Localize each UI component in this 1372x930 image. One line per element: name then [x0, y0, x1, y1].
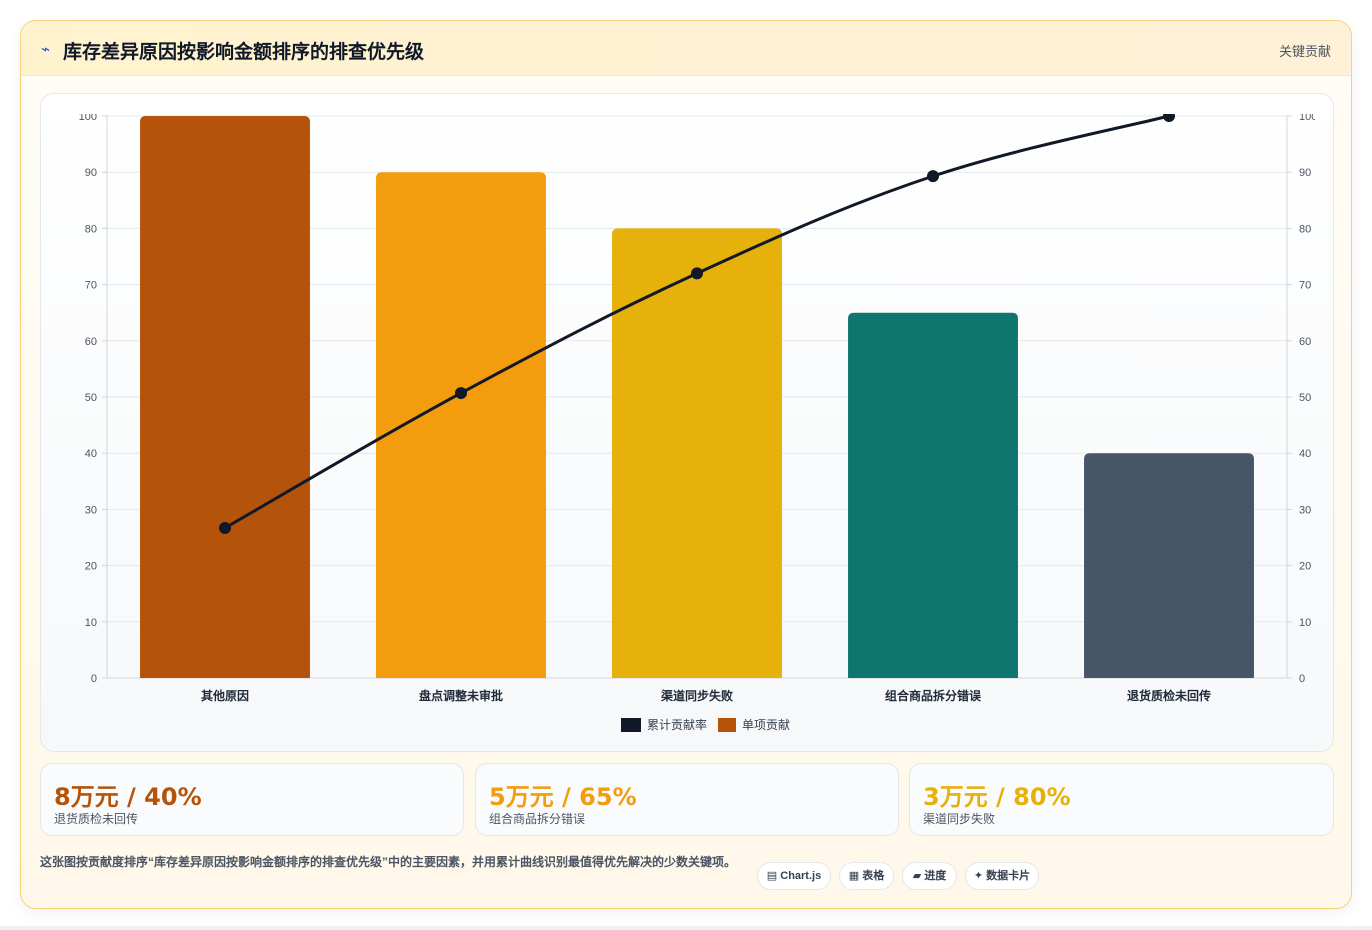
legend-swatch-bar — [718, 718, 736, 732]
y2-tick-label: 10 — [1299, 617, 1311, 629]
bar — [140, 116, 310, 678]
pill-data-cards[interactable]: ✦ 数据卡片 — [965, 862, 1039, 890]
stat-label: 组合商品拆分错误 — [489, 812, 586, 826]
y2-tick-label: 20 — [1299, 561, 1311, 573]
stat-value: 8万元 / 40% — [54, 783, 202, 811]
pill-chartjs[interactable]: ▤ Chart.js — [757, 862, 831, 890]
y2-tick-label: 100 — [1299, 114, 1315, 123]
y2-tick-label: 30 — [1299, 504, 1311, 516]
cumulative-point — [219, 521, 231, 534]
page-title: 库存差异原因按影响金额排序的排查优先级 — [63, 42, 425, 63]
stat-card-1: 8万元 / 40% 退货质检未回传 — [40, 763, 464, 836]
y-tick-label: 50 — [85, 392, 97, 404]
legend-label-bar: 单项贡献 — [742, 717, 790, 732]
stat-card-2: 5万元 / 65% 组合商品拆分错误 — [475, 763, 899, 836]
legend-swatch-cumulative — [621, 718, 641, 732]
x-tick-label: 盘点调整未审批 — [419, 688, 503, 703]
y2-tick-label: 50 — [1299, 392, 1311, 404]
pill-table[interactable]: ▦ 表格 — [839, 862, 894, 890]
y2-tick-label: 70 — [1299, 280, 1311, 292]
stat-value: 5万元 / 65% — [489, 783, 637, 811]
y2-tick-label: 40 — [1299, 448, 1311, 460]
card-header: ⌁ 库存差异原因按影响金额排序的排查优先级 关键贡献 — [21, 21, 1351, 76]
chart-icon: ⌁ — [41, 41, 51, 58]
bar — [848, 312, 1018, 678]
y-tick-label: 20 — [85, 561, 97, 573]
y2-tick-label: 90 — [1299, 167, 1311, 179]
y-tick-label: 70 — [85, 280, 97, 292]
y-tick-label: 10 — [85, 617, 97, 629]
cumulative-point — [691, 267, 703, 280]
stat-label: 退货质检未回传 — [54, 812, 139, 826]
cumulative-point — [927, 170, 939, 183]
y2-tick-label: 0 — [1299, 673, 1305, 685]
y-tick-label: 30 — [85, 504, 97, 516]
bar — [612, 228, 782, 678]
cumulative-point — [455, 387, 467, 400]
bar — [376, 172, 546, 678]
stat-value: 3万元 / 80% — [923, 783, 1071, 811]
y-tick-label: 60 — [85, 336, 97, 348]
y2-tick-label: 60 — [1299, 336, 1311, 348]
stat-card-3: 3万元 / 80% 渠道同步失败 — [909, 763, 1334, 836]
y-tick-label: 80 — [85, 223, 97, 235]
y-tick-label: 0 — [91, 673, 97, 685]
y-tick-label: 100 — [79, 114, 97, 123]
x-tick-label: 组合商品拆分错误 — [885, 688, 982, 703]
legend-label-cumulative: 累计贡献率 — [647, 717, 707, 732]
x-tick-label: 渠道同步失败 — [661, 688, 733, 703]
stat-label: 渠道同步失败 — [923, 812, 996, 826]
chart-panel: 0 0 10 10 20 20 30 30 40 40 50 50 60 60 70 70 80 80 90 90 10… — [40, 93, 1334, 752]
x-tick-label: 退货质检未回传 — [1127, 688, 1211, 703]
x-tick-label: 其他原因 — [201, 688, 249, 703]
y-tick-label: 90 — [85, 167, 97, 179]
page-bottom-edge — [0, 926, 1372, 930]
chart-description: 这张图按贡献度排序“库存差异原因按影响金额排序的排查优先级”中的主要因素，并用累… — [40, 855, 737, 869]
y2-tick-label: 80 — [1299, 223, 1311, 235]
cumulative-point — [1163, 114, 1175, 122]
pareto-chart: 0 0 10 10 20 20 30 30 40 40 50 50 60 60 70 70 80 80 90 90 10… — [79, 114, 1315, 732]
pill-progress[interactable]: ▰ 进度 — [902, 862, 957, 890]
header-tag: 关键贡献 — [1278, 44, 1331, 59]
y-tick-label: 40 — [85, 448, 97, 460]
bar — [1084, 453, 1254, 678]
chart-card: ⌁ 库存差异原因按影响金额排序的排查优先级 关键贡献 0 0 10 10 20 20 30 3… — [20, 20, 1352, 909]
